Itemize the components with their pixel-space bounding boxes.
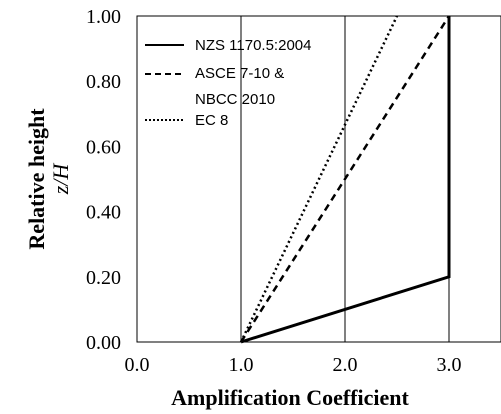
legend: NZS 1170.5:2004 ASCE 7-10 & NBCC 2010 EC…: [145, 37, 311, 129]
x-axis-title: Amplification Coefficient: [171, 385, 409, 410]
plot-area: [136, 15, 501, 343]
x-tick-label: 1.0: [229, 354, 254, 376]
legend-label-ec8: EC 8: [195, 112, 228, 129]
y-tick-label: 0.60: [86, 136, 121, 158]
legend-label-asce-line1: ASCE 7-10 &: [195, 65, 284, 82]
y-tick-labels: 0.00 0.20 0.40 0.60 0.80 1.00: [86, 6, 121, 354]
x-tick-labels: 0.0 1.0 2.0 3.0: [125, 354, 462, 376]
y-tick-label: 0.20: [86, 267, 121, 289]
y-axis-title: Relative height: [24, 108, 49, 250]
y-tick-label: 0.00: [86, 332, 121, 354]
series-line-2: [239, 15, 399, 343]
y-tick-label: 0.40: [86, 202, 121, 224]
series-line-1: [239, 15, 451, 343]
x-tick-label: 0.0: [125, 354, 150, 376]
legend-label-nzs: NZS 1170.5:2004: [195, 37, 311, 54]
series-lines: [239, 15, 451, 344]
y-tick-label: 1.00: [86, 6, 121, 28]
legend-label-asce-line2: NBCC 2010: [195, 91, 275, 108]
y-axis-subtitle: z/H: [48, 163, 73, 196]
y-tick-label: 0.80: [86, 71, 121, 93]
series-line-0: [240, 16, 451, 344]
x-tick-label: 2.0: [333, 354, 358, 376]
x-tick-label: 3.0: [437, 354, 462, 376]
